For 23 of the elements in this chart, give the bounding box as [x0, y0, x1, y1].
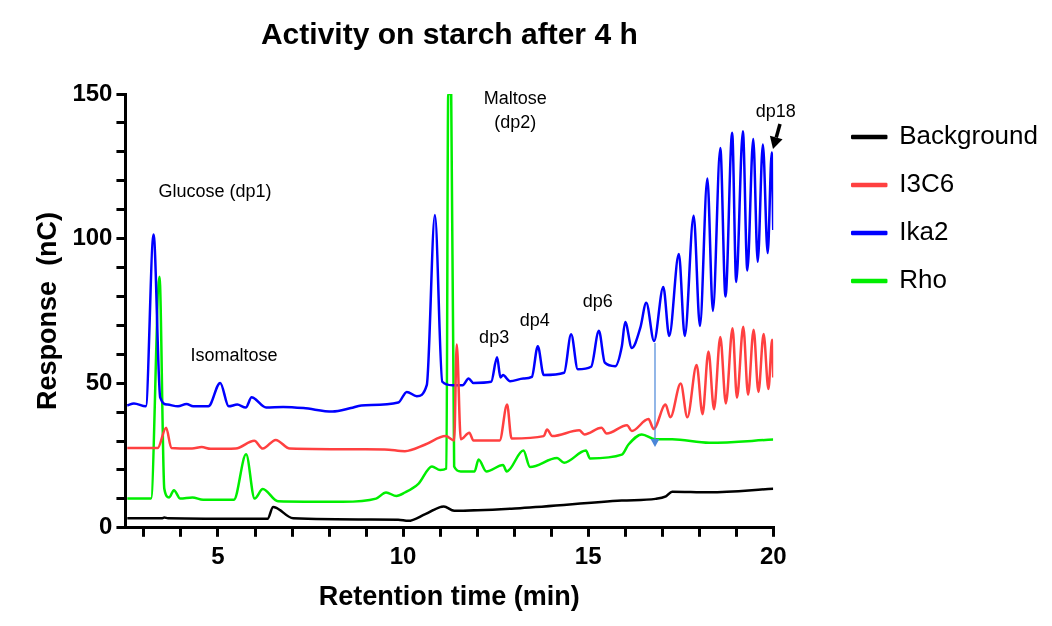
- annotation: dp3: [479, 326, 510, 347]
- x-tick-label: 10: [389, 541, 417, 569]
- annotation: dp4: [519, 309, 550, 330]
- y-tick-label: 50: [85, 367, 113, 395]
- x-tick-label: 5: [211, 541, 225, 569]
- y-tick-label: 100: [72, 223, 113, 251]
- line-series: [126, 130, 774, 413]
- legend-label: Ika2: [899, 216, 949, 247]
- x-tick-label: 15: [574, 541, 602, 569]
- legend-label: Rho: [899, 264, 947, 295]
- annotation: dp18: [755, 101, 796, 122]
- x-tick-label: 20: [759, 541, 787, 569]
- y-tick-label: 0: [99, 512, 113, 540]
- y-axis-title: Response (nC): [31, 211, 62, 410]
- annotation: Maltose (dp2): [483, 88, 547, 133]
- y-tick-label: 150: [72, 78, 113, 106]
- legend-label: I3C6: [899, 168, 955, 199]
- legend-label: Background: [899, 120, 1039, 151]
- chart-title: Activity on starch after 4 h: [260, 17, 638, 51]
- x-axis-title: Retention time (min): [318, 581, 580, 612]
- annotation: dp6: [582, 291, 613, 312]
- annotation: Isomaltose: [190, 345, 278, 366]
- annotation: Glucose (dp1): [158, 181, 272, 202]
